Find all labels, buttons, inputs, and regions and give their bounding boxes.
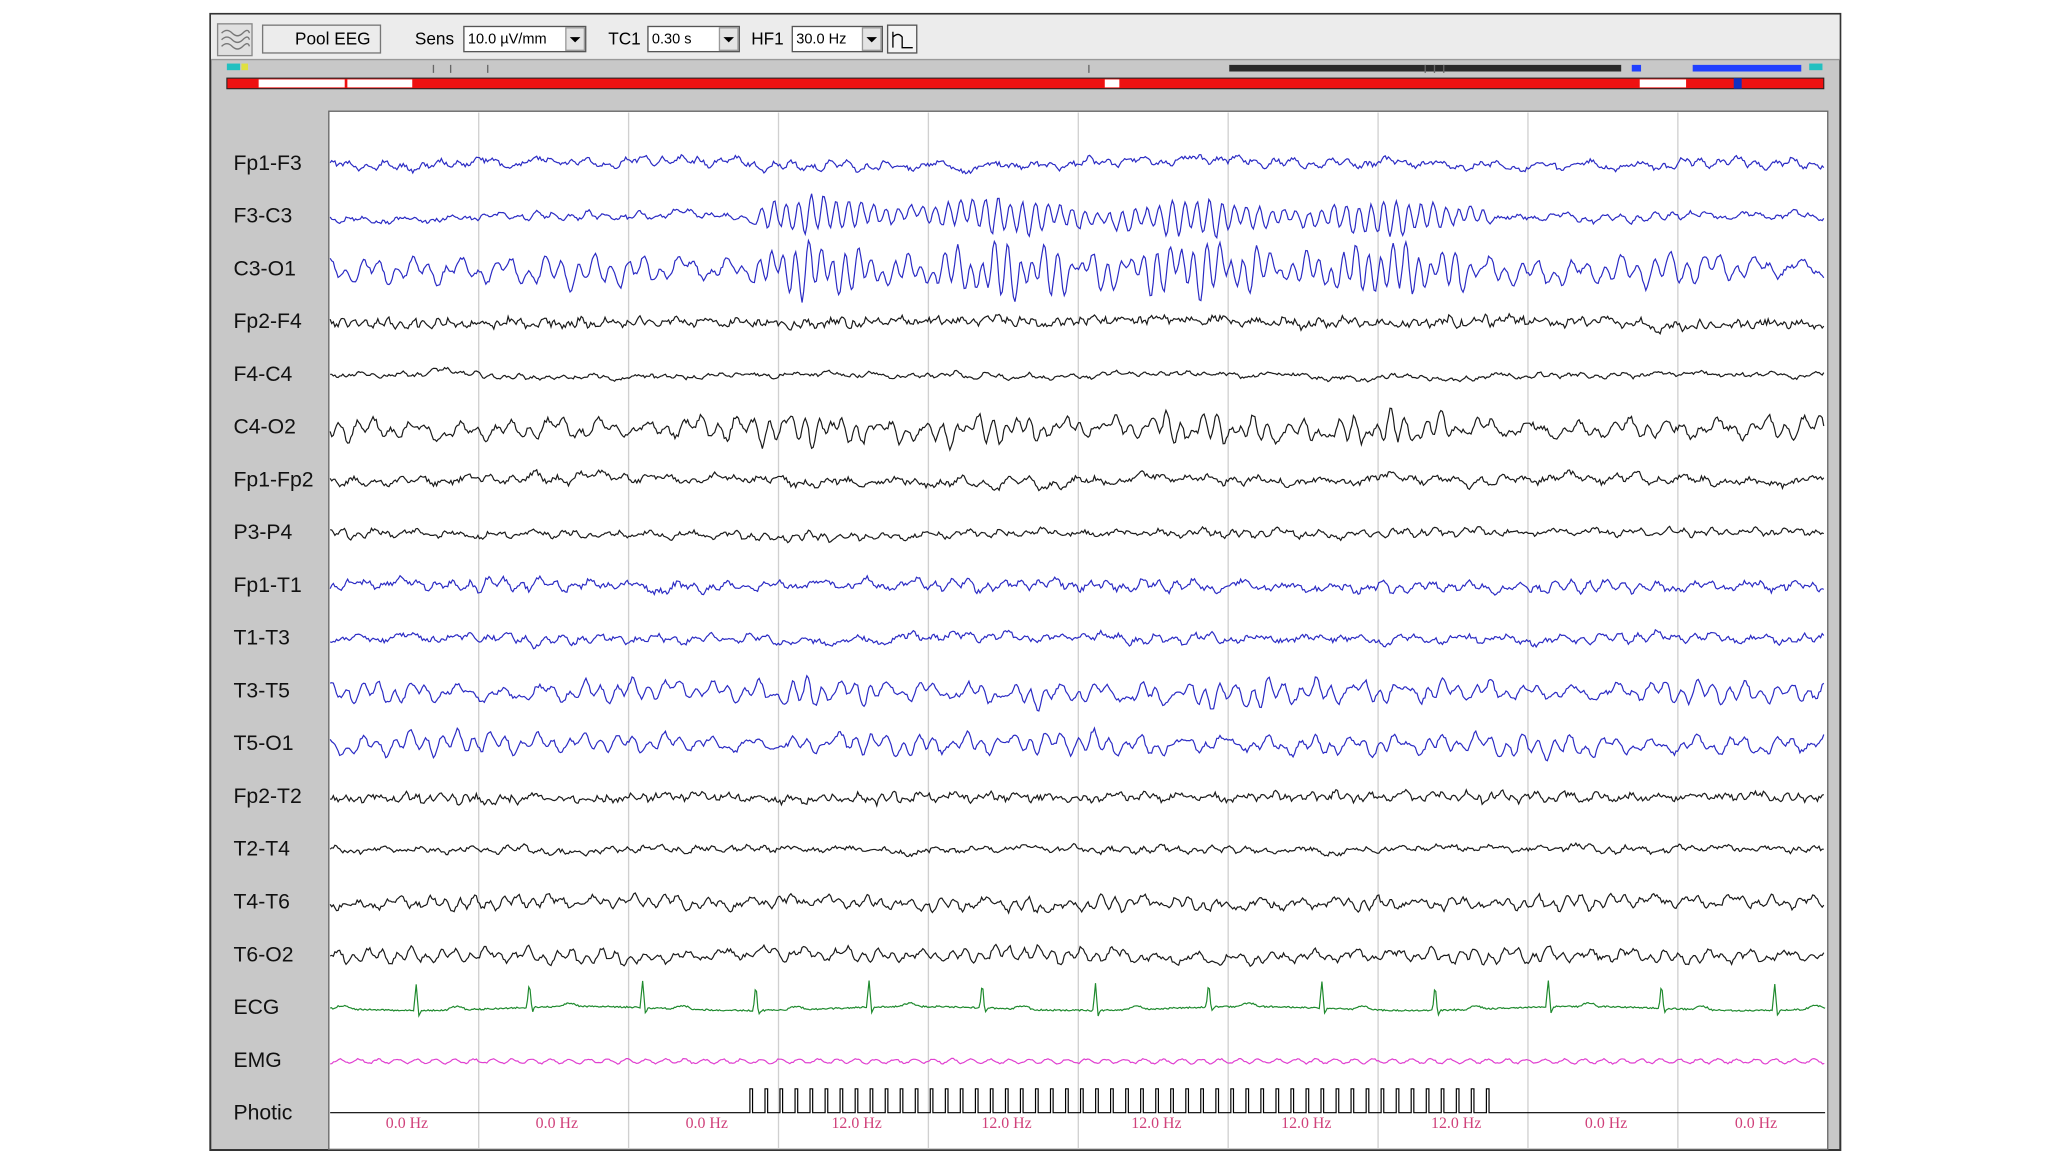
eeg-trace [330,525,1825,544]
photic-frequency: 0.0 Hz [686,1115,728,1132]
photic-frequency: 0.0 Hz [386,1115,428,1132]
timeline-gap [347,79,413,88]
filter-icon[interactable] [886,24,918,54]
icon-glyph [221,29,251,50]
eeg-trace [330,628,1825,650]
event-marker [241,63,249,71]
eeg-trace [329,574,1825,596]
montage-button[interactable] [261,24,382,54]
eeg-trace [329,153,1825,175]
channel-label: F4-C4 [233,363,292,386]
montage-name: Pool EEG [295,28,371,48]
timeline-gap [1639,79,1687,88]
channel-label: C4-O2 [233,416,295,439]
channel-label: Fp2-T2 [233,785,301,808]
photic-frequency: 12.0 Hz [981,1115,1031,1132]
timeline-cursor [1733,78,1742,89]
traces [329,153,1826,1114]
eeg-trace [329,943,1825,968]
dropdown-arrow [569,37,581,43]
tc-label: TC1 [608,28,641,48]
eeg-trace [329,841,1824,858]
channel-label: Fp1-Fp2 [233,468,313,491]
eeg-trace [330,788,1824,808]
channel-label: T3-T5 [233,679,289,702]
sens-label: Sens [415,28,454,48]
eeg-trace [329,407,1825,452]
photic-frequency: 0.0 Hz [536,1115,578,1132]
dropdown-arrow [723,37,735,43]
photic-frequency: 12.0 Hz [831,1115,881,1132]
timeline-gap [1104,79,1120,88]
eeg-trace [329,726,1825,762]
channel-label: P3-P4 [233,521,292,544]
eeg-trace [330,366,1825,383]
wave-icon[interactable] [216,23,253,57]
channel-label: T4-T6 [233,891,289,914]
eeg-trace [329,312,1825,336]
channel-label: T2-T4 [233,838,290,861]
dropdown-arrow [866,37,878,43]
eeg-trace [330,674,1825,712]
photic-frequency: 12.0 Hz [1281,1115,1331,1132]
event-marker [1631,64,1642,72]
eeg-trace [329,193,1825,240]
event-marker [226,63,241,71]
channel-label: Fp2-F4 [233,310,301,333]
channel-label: Fp1-F3 [233,152,301,175]
toolbar [210,14,1840,60]
ecg-trace [329,980,1826,1018]
channel-label: T1-T3 [233,627,289,650]
channel-label: F3-C3 [233,205,292,228]
photic-frequency: 12.0 Hz [1431,1115,1481,1132]
channel-labels: Fp1-F3 F3-C3 C3-O1 Fp2-F4 F4-C4 C4-O2 Fp1-Fp2 P… [233,152,1777,1132]
channel-label: EMG [233,1049,281,1072]
timeline-bar[interactable] [226,77,1825,90]
photic-frequency: 0.0 Hz [1585,1115,1627,1132]
tc-value: 0.30 s [652,32,692,48]
icon-frame [216,23,253,57]
channel-label: T5-O1 [233,732,293,755]
event-marker [1692,64,1802,72]
timeline-gap [258,79,345,88]
event-marker [1809,63,1823,71]
icon-glyph [892,31,913,49]
channel-label: Fp1-T1 [233,574,301,597]
event-ticks [432,64,1445,73]
emg-trace [330,1057,1825,1065]
hf-value: 30.0 Hz [796,32,846,48]
eeg-trace [329,238,1825,303]
channel-label: C3-O1 [233,257,295,280]
event-bar[interactable] [226,63,1823,73]
channel-label: ECG [233,996,279,1019]
eeg-trace [329,468,1825,492]
photic-trace [330,1088,1826,1114]
time-grid [478,112,1679,1149]
eeg-trace [329,892,1825,915]
channel-label: T6-O2 [233,943,293,966]
photic-frequency: 12.0 Hz [1131,1115,1181,1132]
timeline [226,77,1825,90]
photic-frequency: 0.0 Hz [1735,1115,1777,1132]
sens-value: 10.0 µV/mm [468,32,547,48]
channel-label: Photic [233,1102,292,1125]
hf-label: HF1 [751,28,783,48]
